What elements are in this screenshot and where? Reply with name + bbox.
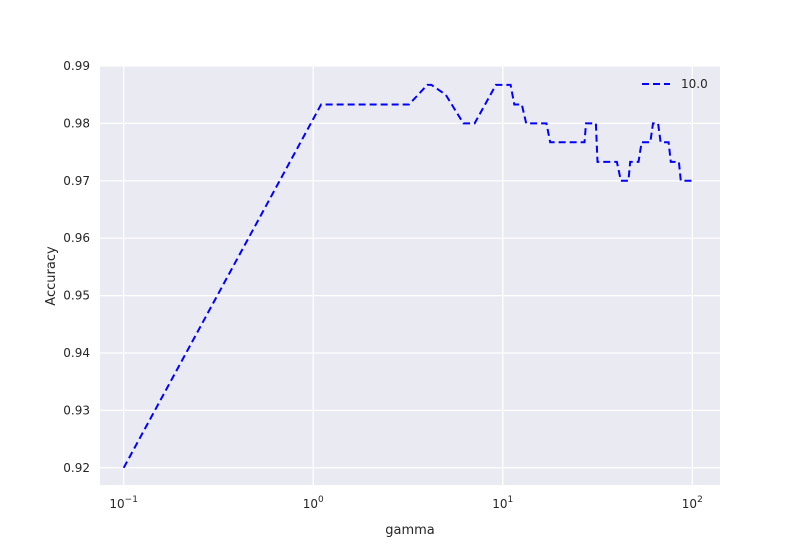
y-tick-label: 0.97 bbox=[63, 174, 90, 188]
y-tick-label: 0.96 bbox=[63, 231, 90, 245]
grid bbox=[100, 65, 720, 485]
y-axis-label: Accuracy bbox=[44, 246, 59, 306]
x-tick-label: 100 bbox=[303, 495, 324, 511]
legend: 10.0 bbox=[642, 77, 708, 91]
y-tick-label: 0.94 bbox=[63, 346, 90, 360]
legend-label: 10.0 bbox=[681, 77, 708, 91]
x-tick-label: 102 bbox=[682, 495, 703, 511]
x-tick-label: 101 bbox=[492, 495, 513, 511]
x-tick-label: 10−1 bbox=[109, 495, 138, 511]
y-tick-labels: 0.92 0.93 0.94 0.95 0.96 0.97 0.98 0.99 bbox=[63, 59, 90, 475]
y-tick-label: 0.95 bbox=[63, 289, 90, 303]
x-axis-label: gamma bbox=[385, 523, 435, 538]
series-line-0 bbox=[122, 83, 693, 469]
y-tick-label: 0.93 bbox=[63, 403, 90, 417]
y-tick-label: 0.92 bbox=[63, 461, 90, 475]
x-tick-labels: 10−1 100 101 102 bbox=[109, 495, 702, 511]
y-tick-label: 0.98 bbox=[63, 116, 90, 130]
series-layer bbox=[122, 83, 693, 469]
plot-area bbox=[100, 66, 720, 485]
y-tick-label: 0.99 bbox=[63, 59, 90, 73]
